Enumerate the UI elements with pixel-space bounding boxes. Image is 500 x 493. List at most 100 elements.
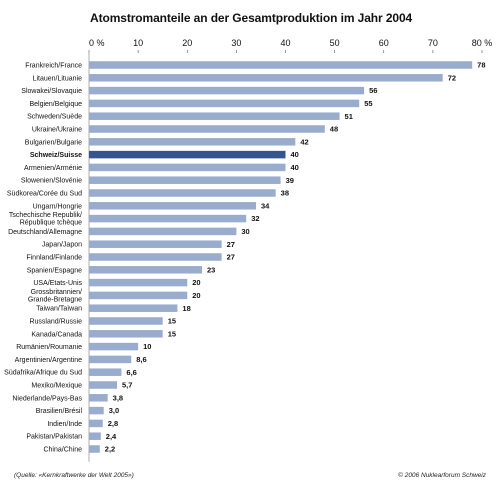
bar — [89, 253, 222, 261]
category-label: Südkorea/Corée du Sud — [7, 191, 82, 198]
category-label: Finnland/Finlande — [26, 255, 82, 262]
category-label: Russland/Russie — [29, 319, 82, 326]
category-label: Slowakei/Slovaquie — [21, 88, 82, 95]
category-label: Rumänien/Roumanie — [16, 344, 82, 351]
bar — [89, 278, 188, 287]
chart-title: Atomstromanteile an der Gesamtproduktion… — [90, 11, 413, 25]
bar — [89, 163, 286, 172]
x-tick-label: 60 — [379, 38, 389, 48]
category-label: Spanien/Espagne — [27, 267, 82, 274]
category-label: Schweden/Suède — [27, 114, 82, 121]
value-label: 27 — [227, 253, 235, 262]
bar — [89, 445, 100, 453]
value-label: 2,4 — [106, 432, 117, 441]
bar — [89, 432, 101, 440]
value-label: 40 — [291, 163, 299, 172]
bar — [89, 291, 188, 300]
x-tick-label: 10 — [133, 38, 143, 48]
category-label: Südafrika/Afrique du Sud — [4, 370, 82, 377]
value-label: 39 — [286, 176, 294, 185]
value-label: 30 — [241, 227, 249, 236]
value-label: 15 — [168, 317, 176, 326]
category-label: Deutschland/Allemagne — [8, 229, 82, 236]
category-label: Frankreich/France — [25, 63, 82, 70]
bar — [89, 150, 286, 159]
category-label: Brasilien/Brésil — [36, 408, 83, 415]
bar — [89, 125, 325, 133]
bar — [89, 240, 222, 248]
bar — [89, 304, 178, 312]
value-label: 2,8 — [108, 419, 118, 428]
bar — [89, 138, 296, 146]
value-label: 20 — [192, 291, 200, 300]
category-label: Indien/Inde — [47, 421, 82, 428]
value-label: 3,8 — [113, 393, 123, 402]
x-tick-label: 30 — [231, 38, 241, 48]
x-tick-label: 20 — [182, 38, 192, 48]
category-label: Armenien/Arménie — [24, 165, 82, 172]
value-label: 32 — [251, 214, 259, 223]
value-label: 42 — [300, 137, 308, 146]
value-label: 18 — [182, 304, 190, 313]
category-label: Japan/Japon — [42, 242, 82, 249]
bar — [89, 189, 276, 197]
category-label: China/Chine — [43, 447, 82, 454]
bar — [89, 176, 281, 184]
value-label: 15 — [168, 329, 176, 338]
x-tick-label: 50 — [330, 38, 340, 48]
bar — [89, 355, 132, 364]
value-label: 2,2 — [105, 445, 115, 454]
value-label: 5,7 — [122, 381, 132, 390]
category-label: Ungarn/Hongrie — [33, 203, 83, 210]
category-label: Taiwan/Taïwan — [36, 306, 82, 313]
category-label: Mexiko/Mexique — [31, 383, 82, 390]
source-note: (Quelle: «Kernkraftwerke der Welt 2005») — [14, 472, 134, 479]
bar — [89, 368, 122, 376]
category-label: Bulgarien/Bulgarie — [25, 139, 82, 146]
bar — [89, 342, 139, 351]
category-label: Belgien/Belgique — [29, 101, 82, 108]
bar — [89, 86, 365, 95]
category-label: Slowenien/Slovénie — [21, 178, 82, 185]
value-label: 72 — [448, 73, 456, 82]
category-label: Niederlande/Pays-Bas — [12, 395, 82, 402]
bar — [89, 394, 108, 402]
value-label: 27 — [227, 240, 235, 249]
bar — [89, 227, 237, 236]
bar — [89, 112, 340, 120]
bar — [89, 406, 104, 415]
value-label: 38 — [281, 189, 289, 198]
category-label: Ukraine/Ukraine — [32, 127, 82, 134]
bar — [89, 317, 163, 325]
category-label: Grossbritannien/Grande-Bretagne — [28, 289, 82, 304]
copyright-note: © 2006 Nuklearforum Schweiz — [398, 472, 486, 479]
bar — [89, 266, 202, 274]
value-label: 23 — [207, 265, 215, 274]
category-label: Pakistan/Pakistan — [26, 434, 82, 441]
category-label: Schweiz/Suisse — [30, 152, 82, 159]
bar — [89, 202, 257, 210]
value-label: 51 — [345, 112, 353, 121]
value-label: 20 — [192, 278, 200, 287]
value-label: 48 — [330, 125, 338, 134]
bar — [89, 61, 473, 69]
bar — [89, 74, 443, 82]
value-label: 34 — [261, 201, 270, 210]
bar — [89, 381, 118, 389]
category-label: Kanada/Canada — [31, 331, 82, 338]
category-label: Tschechische Republik/République tchèque — [9, 212, 82, 227]
bar — [89, 330, 163, 338]
x-tick-label: 40 — [280, 38, 290, 48]
value-label: 55 — [364, 99, 372, 108]
value-label: 3,0 — [109, 406, 119, 415]
bar — [89, 99, 360, 108]
value-label: 6,6 — [126, 368, 136, 377]
value-label: 10 — [143, 342, 151, 351]
value-label: 40 — [291, 150, 299, 159]
category-label: Litauen/Lituanie — [33, 75, 83, 82]
value-label: 8,6 — [136, 355, 146, 364]
x-tick-label: 0 % — [89, 38, 105, 48]
category-label: USA/Etats-Unis — [33, 280, 82, 287]
